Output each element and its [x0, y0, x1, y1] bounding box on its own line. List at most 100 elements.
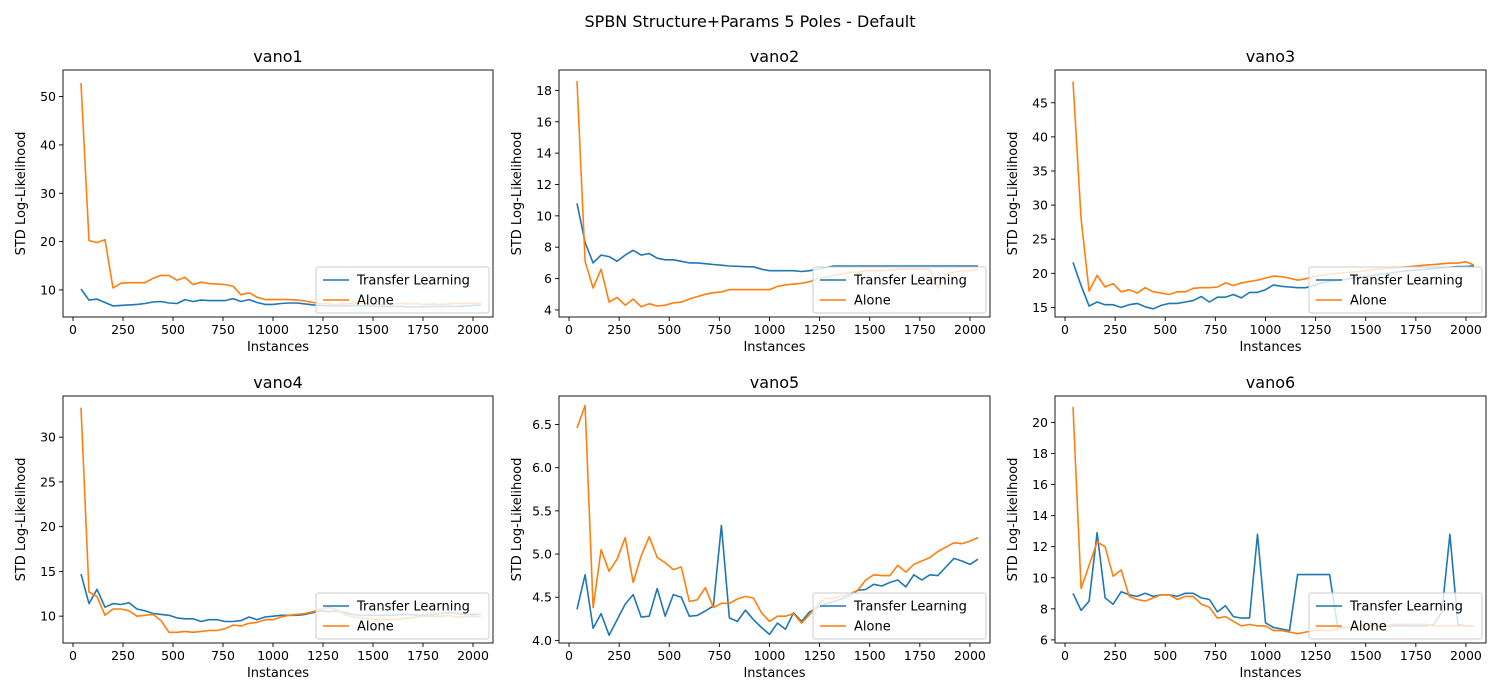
subplot-title: vano1 — [253, 47, 302, 66]
legend-label: Alone — [357, 294, 394, 309]
y-tick-label: 10 — [40, 609, 56, 624]
y-tick-label: 35 — [1032, 163, 1048, 178]
x-tick-label: 500 — [161, 322, 185, 337]
y-tick-label: 4 — [544, 302, 552, 317]
y-tick-label: 6.5 — [532, 417, 552, 432]
legend: Transfer Learning Alone — [1308, 266, 1483, 314]
y-tick-label: 8 — [544, 240, 552, 255]
x-tick-label: 2000 — [954, 648, 986, 663]
legend-box — [315, 592, 490, 640]
y-tick-label: 16 — [1032, 477, 1048, 492]
x-tick-label: 1250 — [307, 322, 339, 337]
y-axis-label: STD Log-Likelihood — [14, 132, 29, 256]
legend: Transfer Learning Alone — [315, 266, 490, 314]
subplot-vano6: vano6 0 250 500 750 1000 1250 1500 1750 2000 6 8 10 1… — [1006, 373, 1487, 681]
y-tick-label: 6 — [1040, 632, 1048, 647]
x-tick-label: 1250 — [804, 648, 836, 663]
y-axis-label: STD Log-Likelihood — [14, 458, 29, 582]
y-tick-label: 10 — [536, 208, 552, 223]
y-tick-label: 12 — [1032, 539, 1048, 554]
y-tick-label: 20 — [40, 519, 56, 534]
x-tick-label: 1000 — [1250, 322, 1282, 337]
y-tick-label: 8 — [1040, 601, 1048, 616]
subplot-vano4: vano4 0 250 500 750 1000 1250 1500 1750 2000 10 15 2… — [14, 373, 494, 681]
x-tick-label: 500 — [1153, 322, 1177, 337]
x-axis-label: Instances — [247, 666, 309, 681]
y-tick-label: 18 — [536, 83, 552, 98]
y-tick-label: 16 — [536, 114, 552, 129]
x-tick-label: 500 — [657, 322, 681, 337]
x-tick-label: 0 — [69, 648, 77, 663]
legend: Transfer Learning Alone — [1308, 592, 1483, 640]
series-line-transfer-learning — [576, 203, 978, 273]
legend-label: Transfer Learning — [1349, 274, 1463, 289]
x-tick-label: 0 — [565, 322, 573, 337]
y-axis-label: STD Log-Likelihood — [1006, 458, 1021, 582]
x-tick-label: 1500 — [1350, 322, 1382, 337]
y-axis-label: STD Log-Likelihood — [510, 132, 525, 256]
axes-frame — [1054, 395, 1487, 644]
y-axis-label: STD Log-Likelihood — [1006, 132, 1021, 256]
y-tick-label: 14 — [1032, 508, 1048, 523]
x-tick-label: 750 — [707, 322, 731, 337]
x-tick-label: 1000 — [754, 648, 786, 663]
x-tick-label: 750 — [211, 648, 235, 663]
legend-box — [1308, 266, 1483, 314]
subplot-title: vano2 — [750, 47, 799, 66]
x-tick-label: 0 — [1061, 648, 1069, 663]
x-tick-label: 500 — [1153, 648, 1177, 663]
y-axis-label: STD Log-Likelihood — [510, 458, 525, 582]
axes-frame — [62, 395, 494, 644]
y-tick-label: 12 — [536, 177, 552, 192]
x-tick-label: 1250 — [804, 322, 836, 337]
x-tick-label: 0 — [1061, 322, 1069, 337]
y-tick-label: 5.5 — [532, 503, 552, 518]
legend-label: Transfer Learning — [1349, 600, 1463, 615]
y-tick-label: 25 — [40, 474, 56, 489]
y-tick-label: 15 — [1032, 300, 1048, 315]
x-tick-label: 1750 — [904, 322, 936, 337]
x-tick-label: 1750 — [407, 322, 439, 337]
x-tick-label: 250 — [607, 648, 631, 663]
y-tick-label: 20 — [1032, 266, 1048, 281]
x-tick-label: 500 — [657, 648, 681, 663]
x-tick-label: 1750 — [904, 648, 936, 663]
x-tick-label: 250 — [607, 322, 631, 337]
x-axis-label: Instances — [743, 666, 805, 681]
legend-label: Transfer Learning — [853, 274, 967, 289]
x-tick-label: 250 — [111, 648, 135, 663]
y-tick-label: 30 — [1032, 198, 1048, 213]
y-tick-label: 18 — [1032, 446, 1048, 461]
y-tick-label: 40 — [1032, 129, 1048, 144]
x-tick-label: 1000 — [754, 322, 786, 337]
legend-label: Transfer Learning — [356, 600, 470, 615]
legend: Transfer Learning Alone — [315, 592, 490, 640]
x-tick-label: 1500 — [357, 322, 389, 337]
subplot-title: vano3 — [1246, 47, 1295, 66]
y-tick-label: 30 — [40, 186, 56, 201]
x-tick-label: 1000 — [1250, 648, 1282, 663]
x-tick-label: 1750 — [1400, 648, 1432, 663]
legend: Transfer Learning Alone — [812, 266, 987, 314]
y-tick-label: 25 — [1032, 232, 1048, 247]
x-tick-label: 1500 — [854, 322, 886, 337]
x-tick-label: 1500 — [357, 648, 389, 663]
legend-label: Alone — [1350, 294, 1387, 309]
x-tick-label: 0 — [565, 648, 573, 663]
x-tick-label: 1750 — [1400, 322, 1432, 337]
legend-label: Alone — [854, 620, 891, 635]
legend-label: Transfer Learning — [853, 600, 967, 615]
x-tick-label: 2000 — [954, 322, 986, 337]
subplot-vano1: vano1 0 250 500 750 1000 1250 1500 1750 2000 10 20 3… — [14, 47, 494, 355]
legend-box — [812, 266, 987, 314]
y-tick-label: 45 — [1032, 95, 1048, 110]
y-tick-label: 30 — [40, 430, 56, 445]
legend-label: Alone — [854, 294, 891, 309]
subplot-vano5: vano5 0 250 500 750 1000 1250 1500 1750 2000 4.0 4.… — [510, 373, 991, 681]
subplot-vano2: vano2 0 250 500 750 1000 1250 1500 1750 2000 4 6 8 10… — [510, 47, 991, 355]
x-tick-label: 250 — [111, 322, 135, 337]
series-line-transfer-learning — [576, 524, 979, 637]
y-tick-label: 10 — [1032, 570, 1048, 585]
y-tick-label: 4.5 — [532, 590, 552, 605]
